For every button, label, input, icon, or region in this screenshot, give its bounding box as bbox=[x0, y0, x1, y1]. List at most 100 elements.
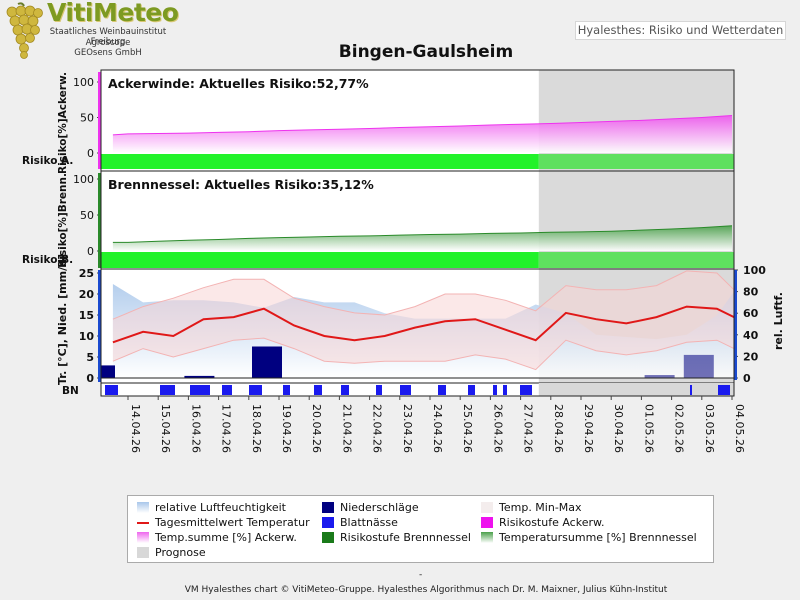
temperature-sum-area-ackerwinde bbox=[112, 115, 732, 153]
precipitation-bar bbox=[644, 375, 675, 378]
footer-credit: VM Hyalesthes chart © VitiMeteo-Gruppe. … bbox=[184, 585, 668, 595]
temperature-sum-line-ackerwinde bbox=[112, 115, 733, 136]
y-tick-label: 0 bbox=[86, 372, 94, 385]
x-tick-label: 16.04.26 bbox=[189, 404, 202, 453]
leaf-wetness-mark bbox=[376, 385, 382, 395]
x-tick-label: 29.04.26 bbox=[582, 404, 595, 453]
leaf-wetness-mark bbox=[438, 385, 446, 395]
leaf-wetness-mark bbox=[468, 385, 475, 395]
temp-max-line bbox=[112, 270, 735, 320]
chart-title: Bingen-Gaulsheim bbox=[338, 42, 514, 62]
y-tick-label-right: 60 bbox=[743, 307, 759, 320]
chart-type-tag: Hyalesthes: Risiko und Wetterdaten bbox=[575, 21, 786, 40]
x-tick-label: 19.04.26 bbox=[280, 404, 293, 453]
leaf-wetness-mark bbox=[190, 385, 210, 395]
x-tick-label: 04.05.26 bbox=[733, 404, 746, 453]
right-axis-accent bbox=[734, 270, 737, 380]
leaf-wetness-mark bbox=[105, 385, 118, 395]
x-tick-label: 24.04.26 bbox=[431, 404, 444, 453]
y-tick-label-right: 20 bbox=[743, 350, 759, 363]
risk-strip-prognose-ackerwinde bbox=[538, 154, 734, 169]
x-tick-label: 03.05.26 bbox=[703, 404, 716, 453]
x-tick-label: 02.05.26 bbox=[673, 404, 686, 453]
x-tick-label: 23.04.26 bbox=[401, 404, 414, 453]
y-tick-label: 0 bbox=[87, 147, 94, 160]
y-axis-label: Risiko[%]Ackerw. bbox=[57, 72, 69, 174]
leaf-wetness-mark bbox=[520, 385, 532, 395]
footer-separator: - bbox=[419, 570, 423, 580]
precipitation-bar bbox=[101, 365, 115, 378]
x-tick-label: 28.04.26 bbox=[552, 404, 565, 453]
y-tick-label: 10 bbox=[79, 330, 95, 343]
legend: relative Luftfeuchtigkeit Niederschläge … bbox=[127, 495, 714, 563]
institution-line: Staatliches Weinbauinstitut Freiburg bbox=[49, 27, 167, 47]
panel-title-brennnessel: Brennnessel: Aktuelles Risiko:35,12% bbox=[108, 177, 374, 192]
leaf-wetness-label: BN bbox=[62, 385, 79, 397]
y-tick-label: 100 bbox=[73, 173, 94, 186]
x-tick-label: 22.04.26 bbox=[371, 404, 384, 453]
leaf-wetness-mark bbox=[341, 385, 349, 395]
leaf-wetness-mark bbox=[503, 385, 507, 395]
leaf-wetness-prognose bbox=[538, 383, 734, 396]
x-tick-label: 25.04.26 bbox=[461, 404, 474, 453]
x-tick-label: 26.04.26 bbox=[491, 404, 504, 453]
panel-accent-ackerwinde bbox=[98, 72, 101, 169]
leaf-wetness-mark bbox=[400, 385, 411, 395]
legend-swatch bbox=[481, 517, 493, 528]
y-tick-label: 15 bbox=[79, 309, 94, 322]
y-tick-label: 100 bbox=[73, 76, 94, 89]
risk-strip-prognose-brennnessel bbox=[538, 252, 734, 268]
risk-strip-brennnessel bbox=[101, 252, 539, 268]
brand-logo-text: VitiMeteo bbox=[47, 0, 179, 27]
grape-cluster-icon bbox=[6, 2, 43, 59]
leaf-wetness-mark bbox=[493, 385, 497, 395]
y-axis-label: Risiko[%]Brenn. bbox=[57, 173, 69, 268]
legend-swatch bbox=[137, 517, 149, 528]
panel-accent-brennnessel bbox=[98, 173, 101, 268]
y-tick-label: 25 bbox=[79, 267, 94, 280]
y-tick-label: 50 bbox=[80, 209, 94, 222]
y-tick-label: 0 bbox=[87, 245, 94, 258]
y-tick-label-right: 0 bbox=[743, 372, 751, 385]
legend-swatch bbox=[322, 502, 334, 513]
legend-swatch bbox=[137, 532, 149, 543]
leaf-wetness-mark bbox=[690, 385, 692, 395]
precipitation-bar bbox=[184, 375, 215, 378]
leaf-wetness-mark bbox=[314, 385, 322, 395]
left-axis-accent bbox=[98, 270, 101, 382]
risk-strip-label: Risiko B. bbox=[22, 254, 73, 266]
y-tick-label: 5 bbox=[86, 351, 94, 364]
institution-line: Agroscope bbox=[85, 38, 131, 48]
x-tick-label: 15.04.26 bbox=[159, 404, 172, 453]
x-tick-label: 17.04.26 bbox=[220, 404, 233, 453]
x-tick-label: 30.04.26 bbox=[612, 404, 625, 453]
y-tick-label-right: 80 bbox=[743, 286, 759, 299]
legend-swatch bbox=[322, 532, 334, 543]
precipitation-bar bbox=[683, 354, 714, 378]
legend-swatch bbox=[481, 502, 493, 513]
temperature-sum-line-brennnessel bbox=[112, 225, 733, 243]
temp-minmax-band bbox=[112, 270, 734, 370]
temp-min-line bbox=[112, 337, 735, 371]
x-tick-label: 20.04.26 bbox=[310, 404, 323, 453]
leaf-wetness-mark bbox=[283, 385, 290, 395]
institution-line: GEOsens GmbH bbox=[74, 48, 142, 58]
y-tick-label: 20 bbox=[79, 288, 95, 301]
y-tick-label: 50 bbox=[80, 112, 94, 125]
x-tick-label: 27.04.26 bbox=[522, 404, 535, 453]
x-tick-label: 18.04.26 bbox=[250, 404, 263, 453]
y-axis-label-right: rel. Luftf. bbox=[772, 292, 785, 350]
temp-mean-line bbox=[112, 305, 735, 344]
leaf-wetness-mark bbox=[718, 385, 730, 395]
x-tick-label: 21.04.26 bbox=[340, 404, 353, 453]
leaf-wetness-mark bbox=[222, 385, 232, 395]
y-tick-label-right: 40 bbox=[743, 329, 759, 342]
risk-strip-ackerwinde bbox=[101, 154, 539, 169]
x-tick-label: 14.04.26 bbox=[129, 404, 142, 453]
plot-frame bbox=[100, 69, 735, 397]
leaf-wetness-mark bbox=[249, 385, 262, 395]
y-tick-label-right: 100 bbox=[743, 264, 766, 277]
legend-swatch bbox=[481, 532, 493, 543]
leaf-wetness-mark bbox=[160, 385, 175, 395]
